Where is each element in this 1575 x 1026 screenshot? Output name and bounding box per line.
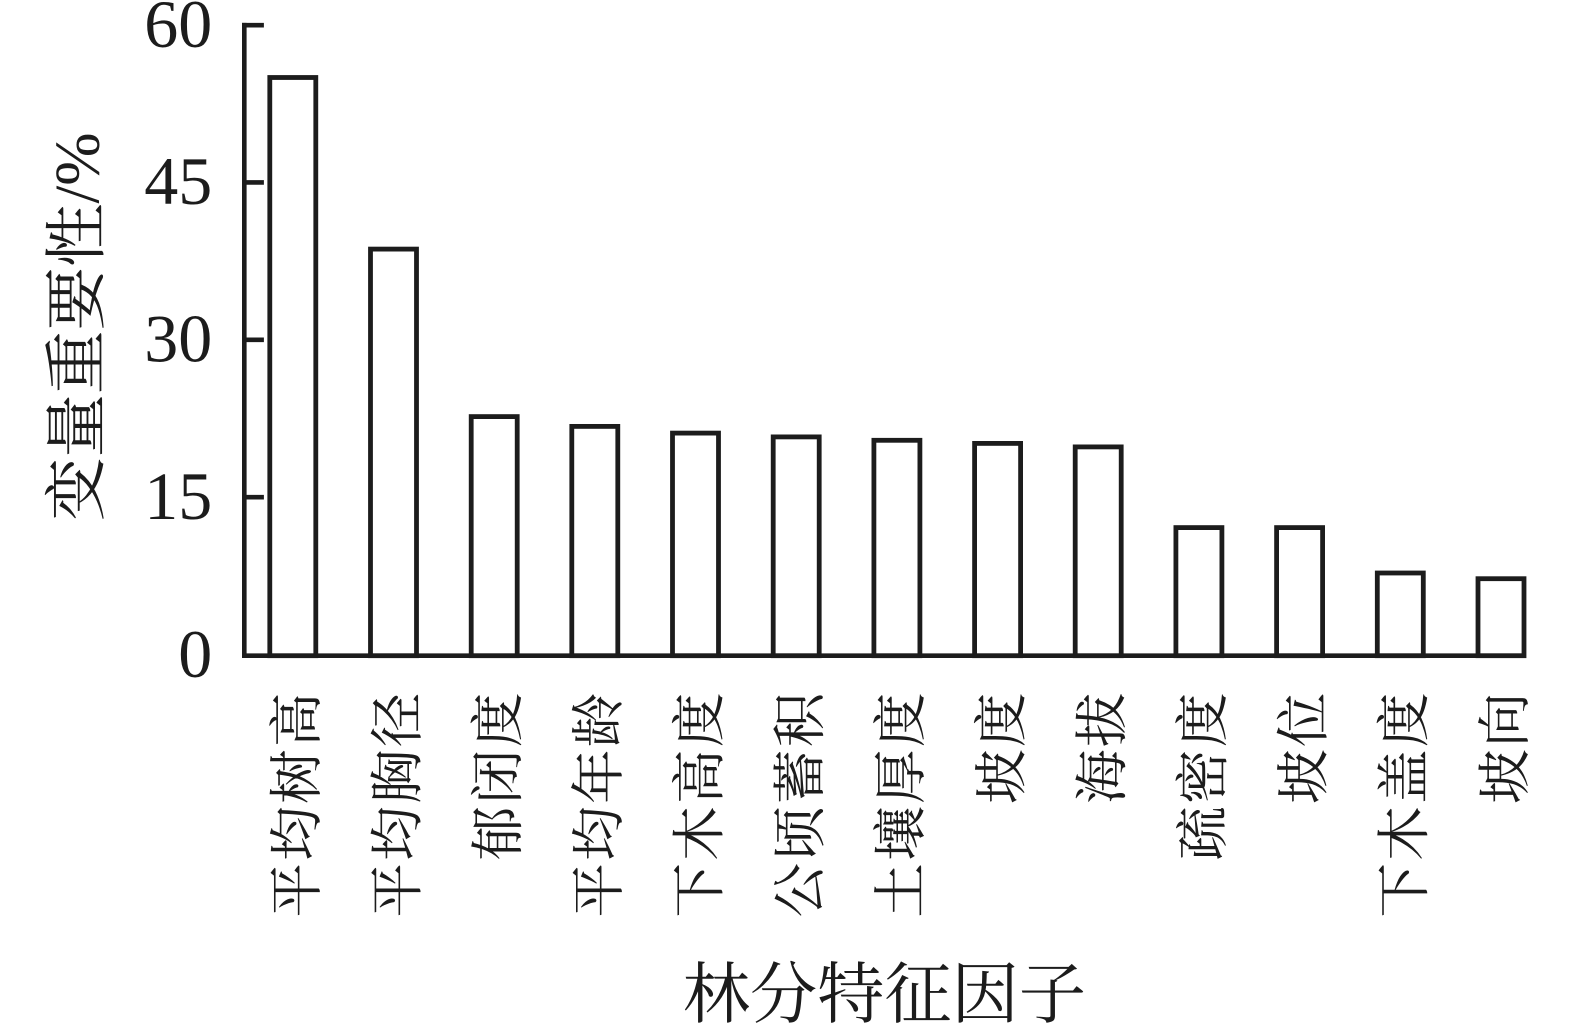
- svg-text:45: 45: [144, 143, 212, 219]
- svg-text:60: 60: [144, 0, 212, 62]
- svg-text:15: 15: [144, 458, 212, 534]
- svg-text:/%: /%: [42, 132, 113, 203]
- svg-text:30: 30: [144, 300, 212, 376]
- svg-text:0: 0: [178, 616, 212, 692]
